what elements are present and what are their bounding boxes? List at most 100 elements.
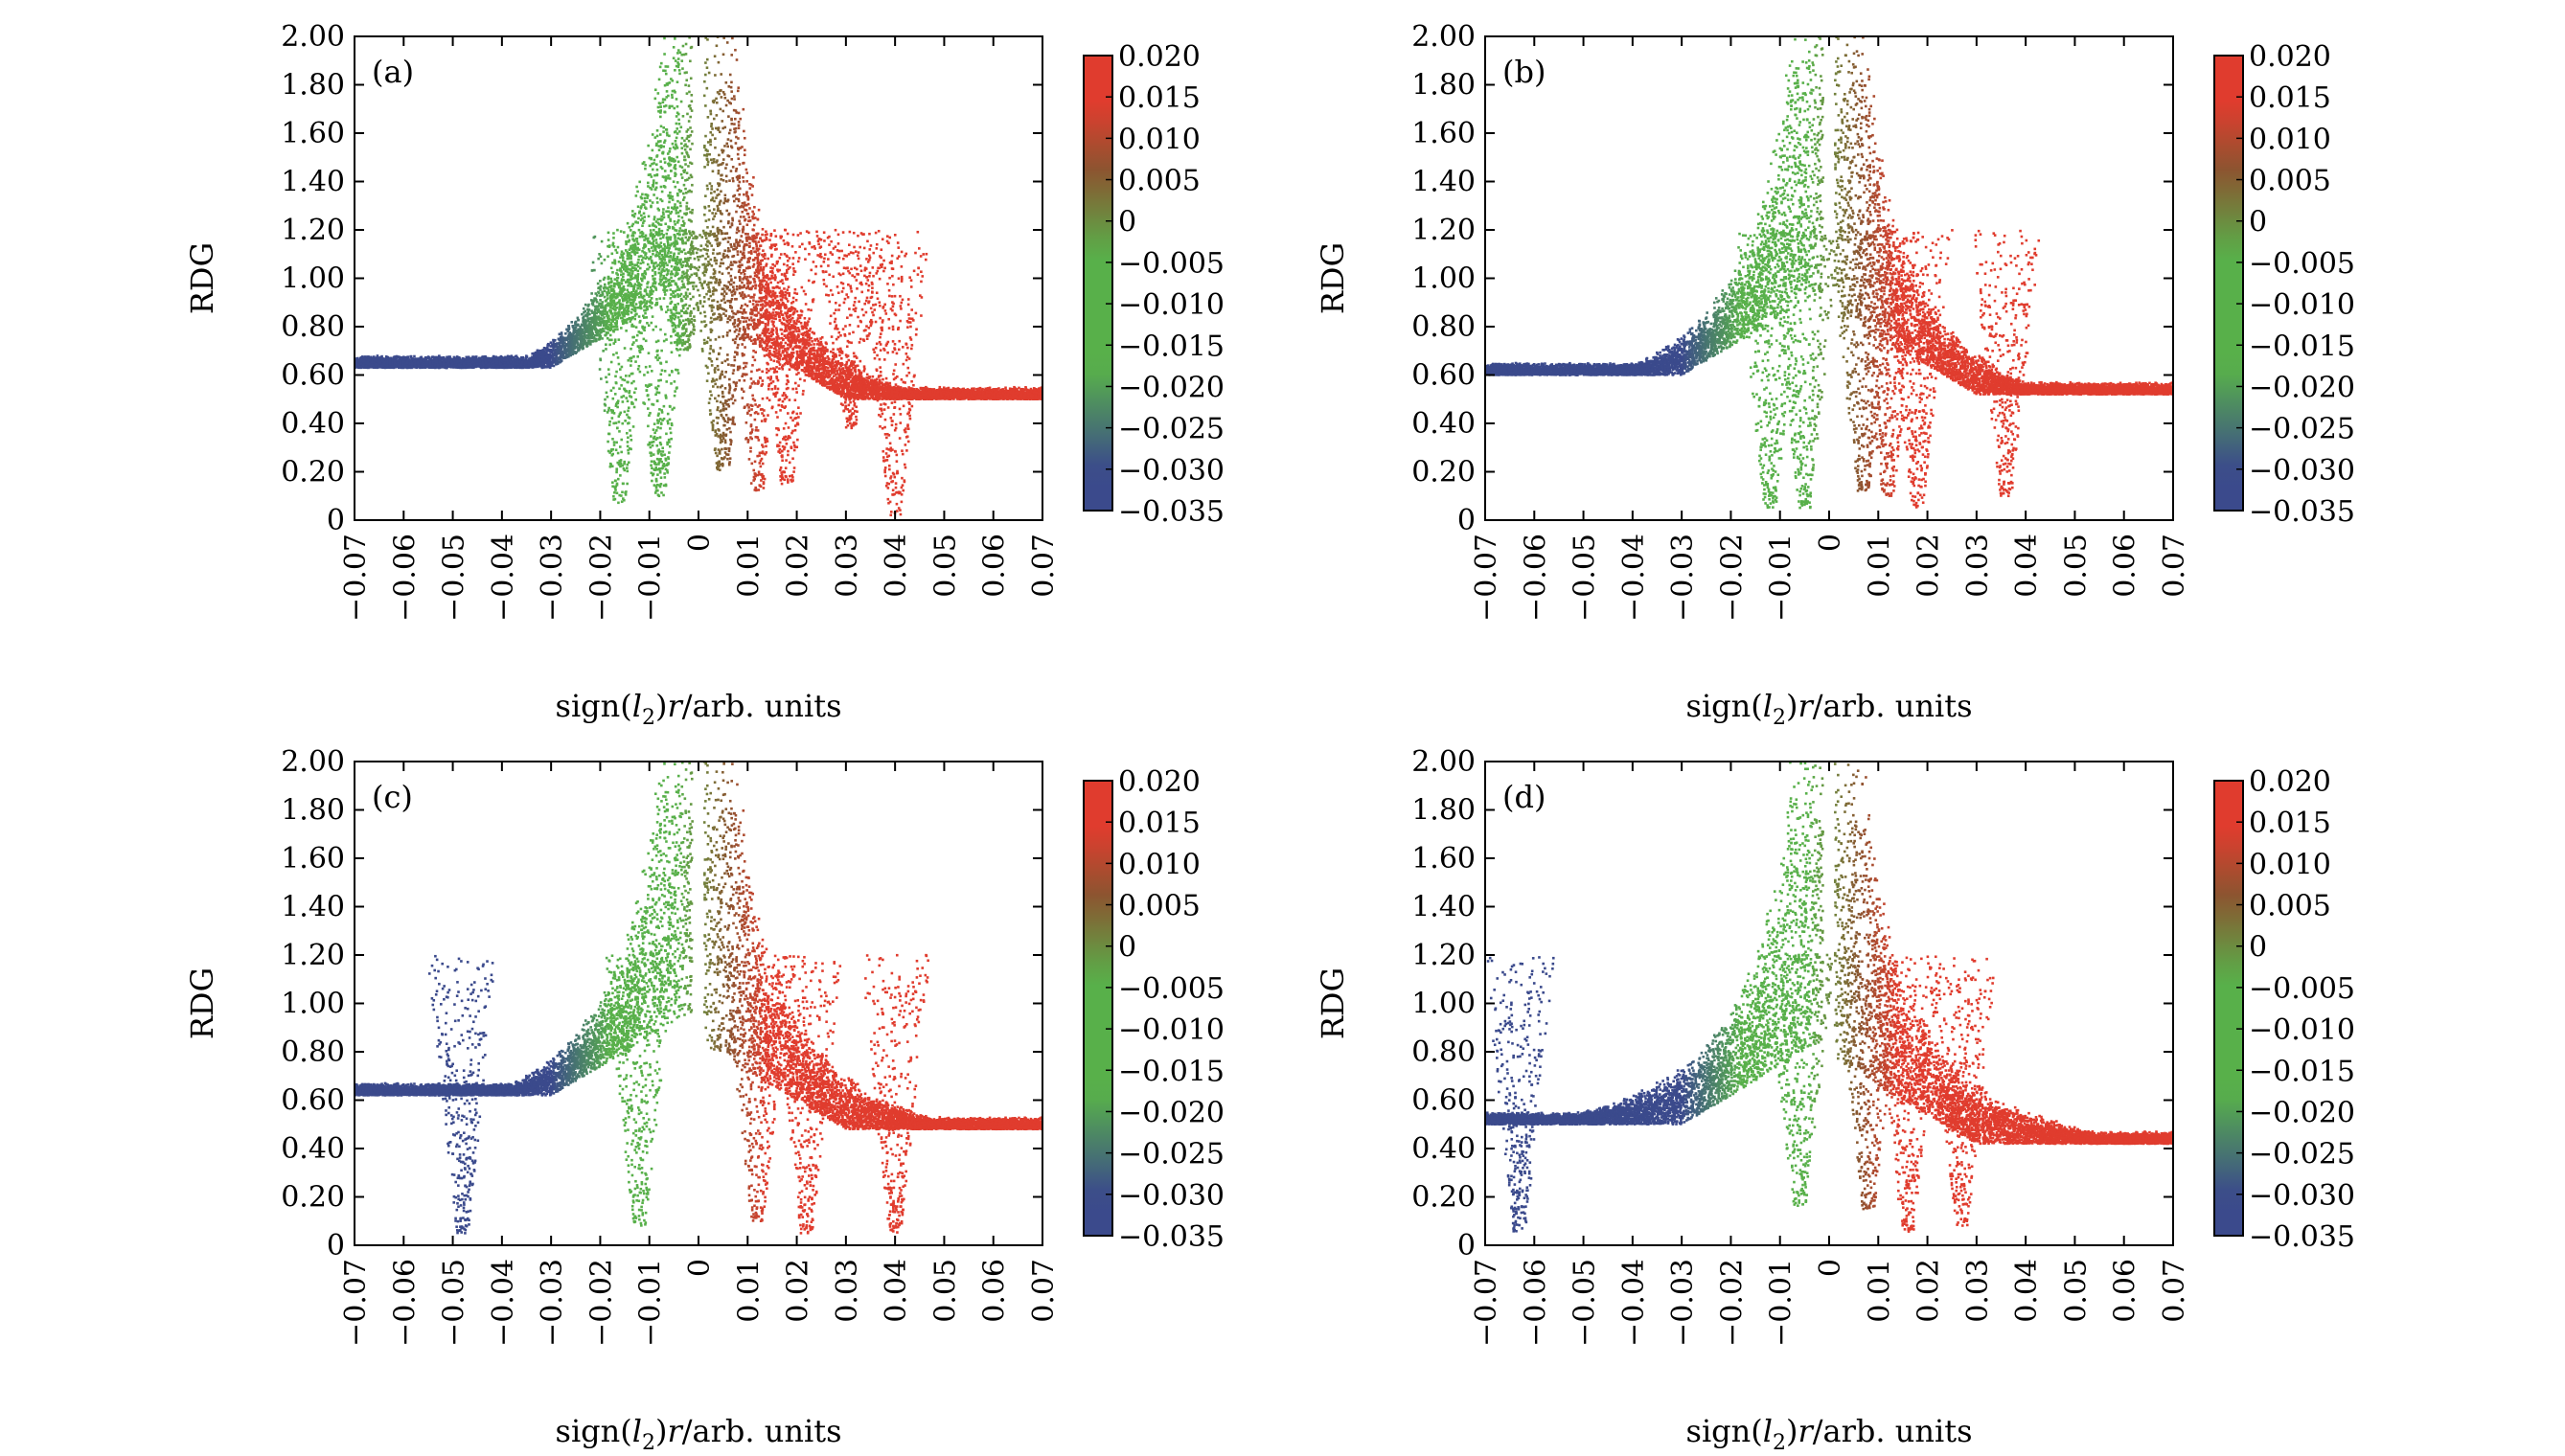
scatter-point: [736, 204, 740, 208]
scatter-point: [783, 318, 786, 321]
scatter-point: [672, 157, 676, 161]
scatter-point: [554, 348, 558, 352]
scatter-point: [787, 361, 790, 364]
scatter-point: [791, 336, 795, 339]
scatter-point: [613, 325, 616, 329]
scatter-point: [734, 276, 737, 280]
scatter-point: [879, 385, 882, 389]
scatter-point: [650, 259, 653, 262]
scatter-point: [816, 339, 820, 343]
scatter-point: [621, 256, 625, 260]
scatter-point: [676, 155, 679, 159]
scatter-point: [676, 262, 679, 266]
scatter-point: [708, 241, 712, 245]
scatter-point: [723, 237, 727, 240]
scatter-point: [810, 343, 813, 347]
scatter-point: [609, 277, 613, 281]
scatter-point: [816, 379, 820, 383]
scatter-point: [669, 236, 673, 239]
scatter-point: [724, 103, 728, 107]
scatter-point: [630, 224, 634, 228]
scatter-point: [716, 188, 720, 192]
scatter-point: [659, 109, 663, 112]
scatter-point: [644, 257, 648, 261]
scatter-point: [680, 59, 684, 62]
scatter-point: [679, 100, 683, 103]
scatter-point: [574, 352, 578, 355]
scatter-point: [1036, 393, 1039, 397]
scatter-point: [791, 312, 795, 316]
scatter-point: [565, 336, 569, 340]
scatter-point: [938, 385, 942, 389]
scatter-point: [795, 309, 799, 313]
scatter-point: [714, 212, 718, 216]
scatter-point: [627, 284, 630, 287]
scatter-point: [734, 109, 738, 112]
scatter-point: [799, 338, 803, 341]
scatter-point: [666, 65, 670, 68]
panel-a: 00.200.400.600.801.001.201.401.601.802.0…: [184, 20, 1225, 730]
scatter-point: [616, 273, 620, 276]
scatter-point: [768, 294, 771, 298]
scatter-point: [689, 107, 692, 110]
scatter-point: [745, 223, 749, 227]
scatter-point: [721, 213, 723, 216]
scatter-point: [819, 378, 823, 381]
scatter-point: [772, 325, 776, 328]
scatter-point: [800, 353, 804, 357]
scatter-point: [817, 372, 820, 375]
scatter-point: [632, 215, 636, 218]
scatter-point: [709, 158, 713, 162]
scatter-point: [809, 372, 812, 375]
scatter-point: [800, 368, 804, 372]
scatter-point: [723, 249, 726, 253]
scatter-point: [766, 330, 768, 334]
scatter-point: [643, 269, 647, 273]
scatter-point: [538, 349, 542, 353]
scatter-point: [690, 162, 694, 166]
scatter-point: [728, 128, 732, 132]
scatter-point: [688, 275, 692, 279]
scatter-point: [667, 94, 670, 98]
scatter-point: [761, 259, 764, 262]
scatter-point: [757, 240, 761, 243]
scatter-point: [712, 306, 715, 309]
scatter-point: [606, 286, 608, 290]
scatter-point: [591, 316, 594, 320]
scatter-point: [784, 354, 787, 358]
scatter-point: [546, 344, 549, 347]
scatter-point: [741, 210, 744, 214]
scatter-point: [594, 337, 598, 341]
scatter-point: [776, 312, 779, 316]
scatter-point: [718, 153, 721, 157]
scatter-point: [686, 262, 689, 266]
scatter-point: [523, 359, 526, 363]
scatter-point: [668, 149, 672, 153]
scatter-point: [718, 284, 721, 286]
scatter-point: [654, 225, 658, 229]
scatter-point: [710, 307, 714, 309]
scatter-point: [713, 312, 716, 315]
scatter-point: [726, 249, 730, 253]
scatter-point: [641, 203, 645, 206]
scatter-point: [680, 274, 684, 278]
scatter-point: [672, 57, 676, 60]
scatter-point: [639, 287, 642, 290]
scatter-point: [753, 337, 757, 341]
scatter-point: [663, 170, 667, 172]
scatter-point: [784, 327, 788, 330]
scatter-point: [758, 343, 762, 347]
scatter-point: [740, 235, 744, 238]
scatter-point: [865, 373, 869, 376]
scatter-point: [671, 142, 675, 146]
scatter-point: [735, 58, 739, 61]
scatter-point: [735, 284, 739, 288]
scatter-point: [615, 320, 619, 323]
scatter-point: [710, 122, 713, 125]
scatter-point: [635, 248, 639, 251]
scatter-point: [631, 305, 635, 307]
scatter-point: [671, 195, 675, 198]
scatter-point: [589, 343, 592, 346]
scatter-point: [631, 243, 634, 247]
scatter-point: [726, 138, 730, 141]
